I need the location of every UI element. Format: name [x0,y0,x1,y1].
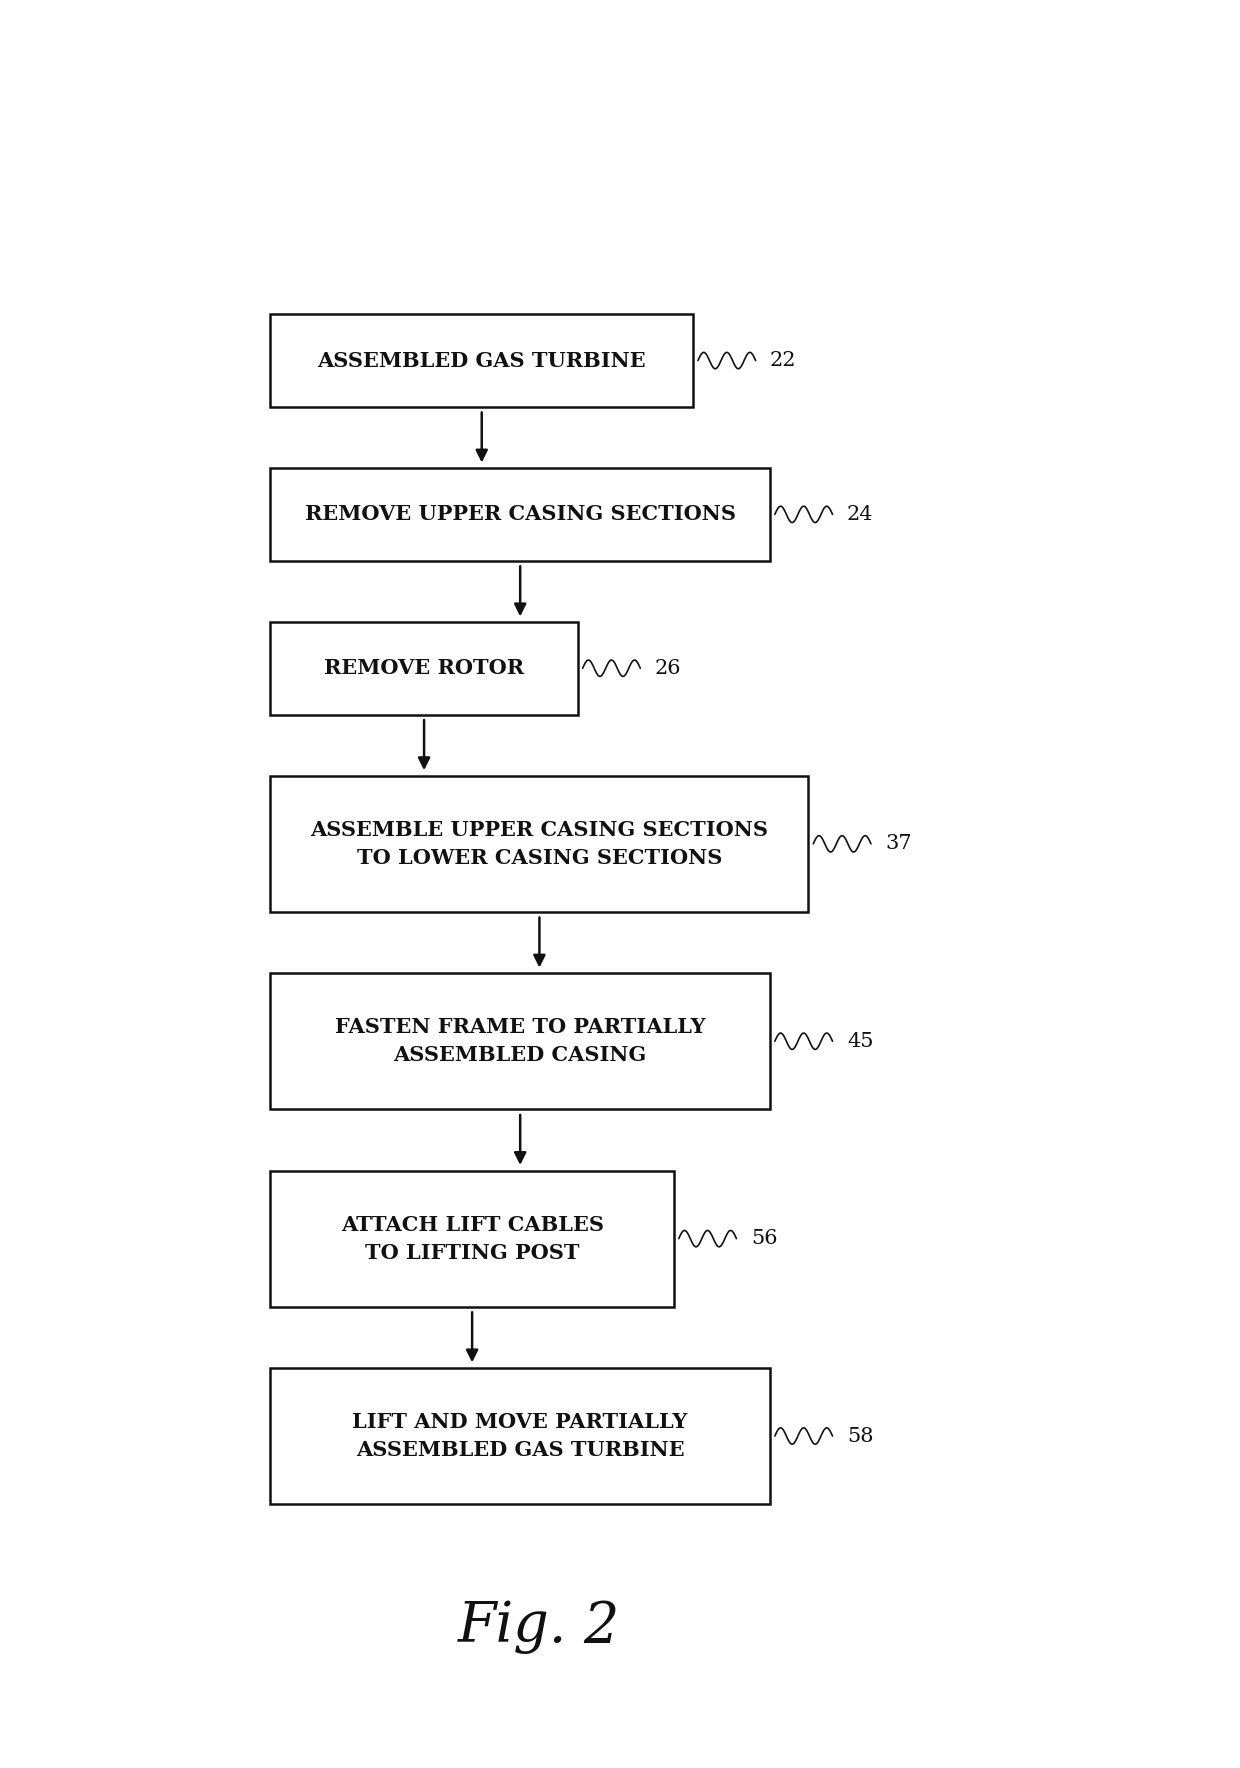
Text: REMOVE ROTOR: REMOVE ROTOR [324,658,525,679]
Text: 56: 56 [751,1229,777,1248]
Bar [270,972,770,1109]
Text: 37: 37 [885,834,911,854]
Text: 58: 58 [847,1427,873,1446]
Bar [270,776,808,912]
Bar [270,622,578,714]
Bar [270,469,770,560]
Text: ASSEMBLE UPPER CASING SECTIONS
TO LOWER CASING SECTIONS: ASSEMBLE UPPER CASING SECTIONS TO LOWER … [310,820,769,868]
Text: REMOVE UPPER CASING SECTIONS: REMOVE UPPER CASING SECTIONS [305,504,735,525]
Bar [270,1368,770,1505]
Text: FASTEN FRAME TO PARTIALLY
ASSEMBLED CASING: FASTEN FRAME TO PARTIALLY ASSEMBLED CASI… [335,1017,706,1066]
Text: 45: 45 [847,1033,873,1050]
Text: LIFT AND MOVE PARTIALLY
ASSEMBLED GAS TURBINE: LIFT AND MOVE PARTIALLY ASSEMBLED GAS TU… [352,1413,688,1460]
Text: Fig. 2: Fig. 2 [459,1600,620,1655]
Text: ASSEMBLED GAS TURBINE: ASSEMBLED GAS TURBINE [317,350,646,371]
Text: 24: 24 [847,506,873,523]
Text: 22: 22 [770,352,796,370]
Text: ATTACH LIFT CABLES
TO LIFTING POST: ATTACH LIFT CABLES TO LIFTING POST [341,1215,604,1262]
Text: 26: 26 [655,659,681,677]
Bar [270,1170,675,1307]
Bar [270,315,693,407]
